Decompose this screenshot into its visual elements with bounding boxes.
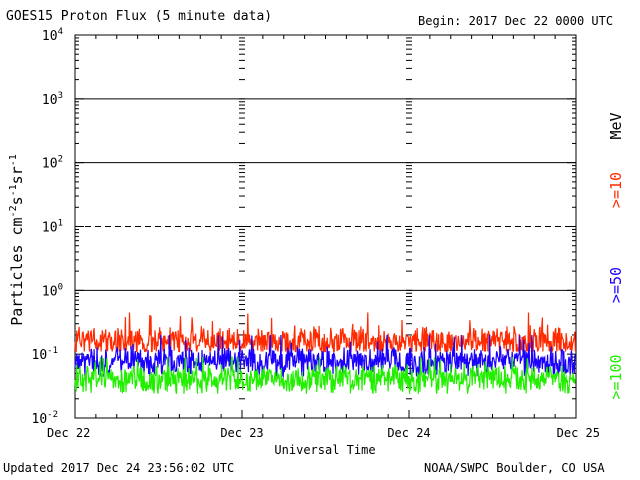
begin-time: Begin: 2017 Dec 22 0000 UTC [418,14,614,28]
grid-lines [75,98,576,291]
y-tick-label: 100 [42,282,63,299]
x-axis-label: Universal Time [274,443,375,457]
x-tick-label: Dec 24 [387,426,430,440]
chart-title: GOES15 Proton Flux (5 minute data) [6,9,273,24]
y-tick-label: 103 [42,91,63,108]
series-line [74,356,576,394]
updated-time: Updated 2017 Dec 24 23:56:02 UTC [3,461,235,475]
y-tick-label: 104 [42,27,63,44]
legend-series-100: >=100 [607,354,625,399]
y-tick-label: 101 [42,219,63,236]
data-series [74,312,576,394]
legend: MeV >=10 >=50 >=100 [607,112,625,399]
y-axis-label: Particles cm-2s-1sr-1 [8,154,26,326]
credit: NOAA/SWPC Boulder, CO USA [424,461,605,475]
legend-series-10: >=10 [607,172,625,208]
series-line [74,312,576,354]
legend-unit: MeV [607,112,625,139]
x-tick-label: Dec 23 [220,426,263,440]
y-tick-label: 10-2 [32,410,59,427]
legend-series-50: >=50 [607,267,625,303]
y-tick-label: 10-1 [32,346,59,363]
y-tick-label: 102 [42,155,63,172]
x-tick-label: Dec 25 [557,426,600,440]
x-tick-label: Dec 22 [47,426,90,440]
